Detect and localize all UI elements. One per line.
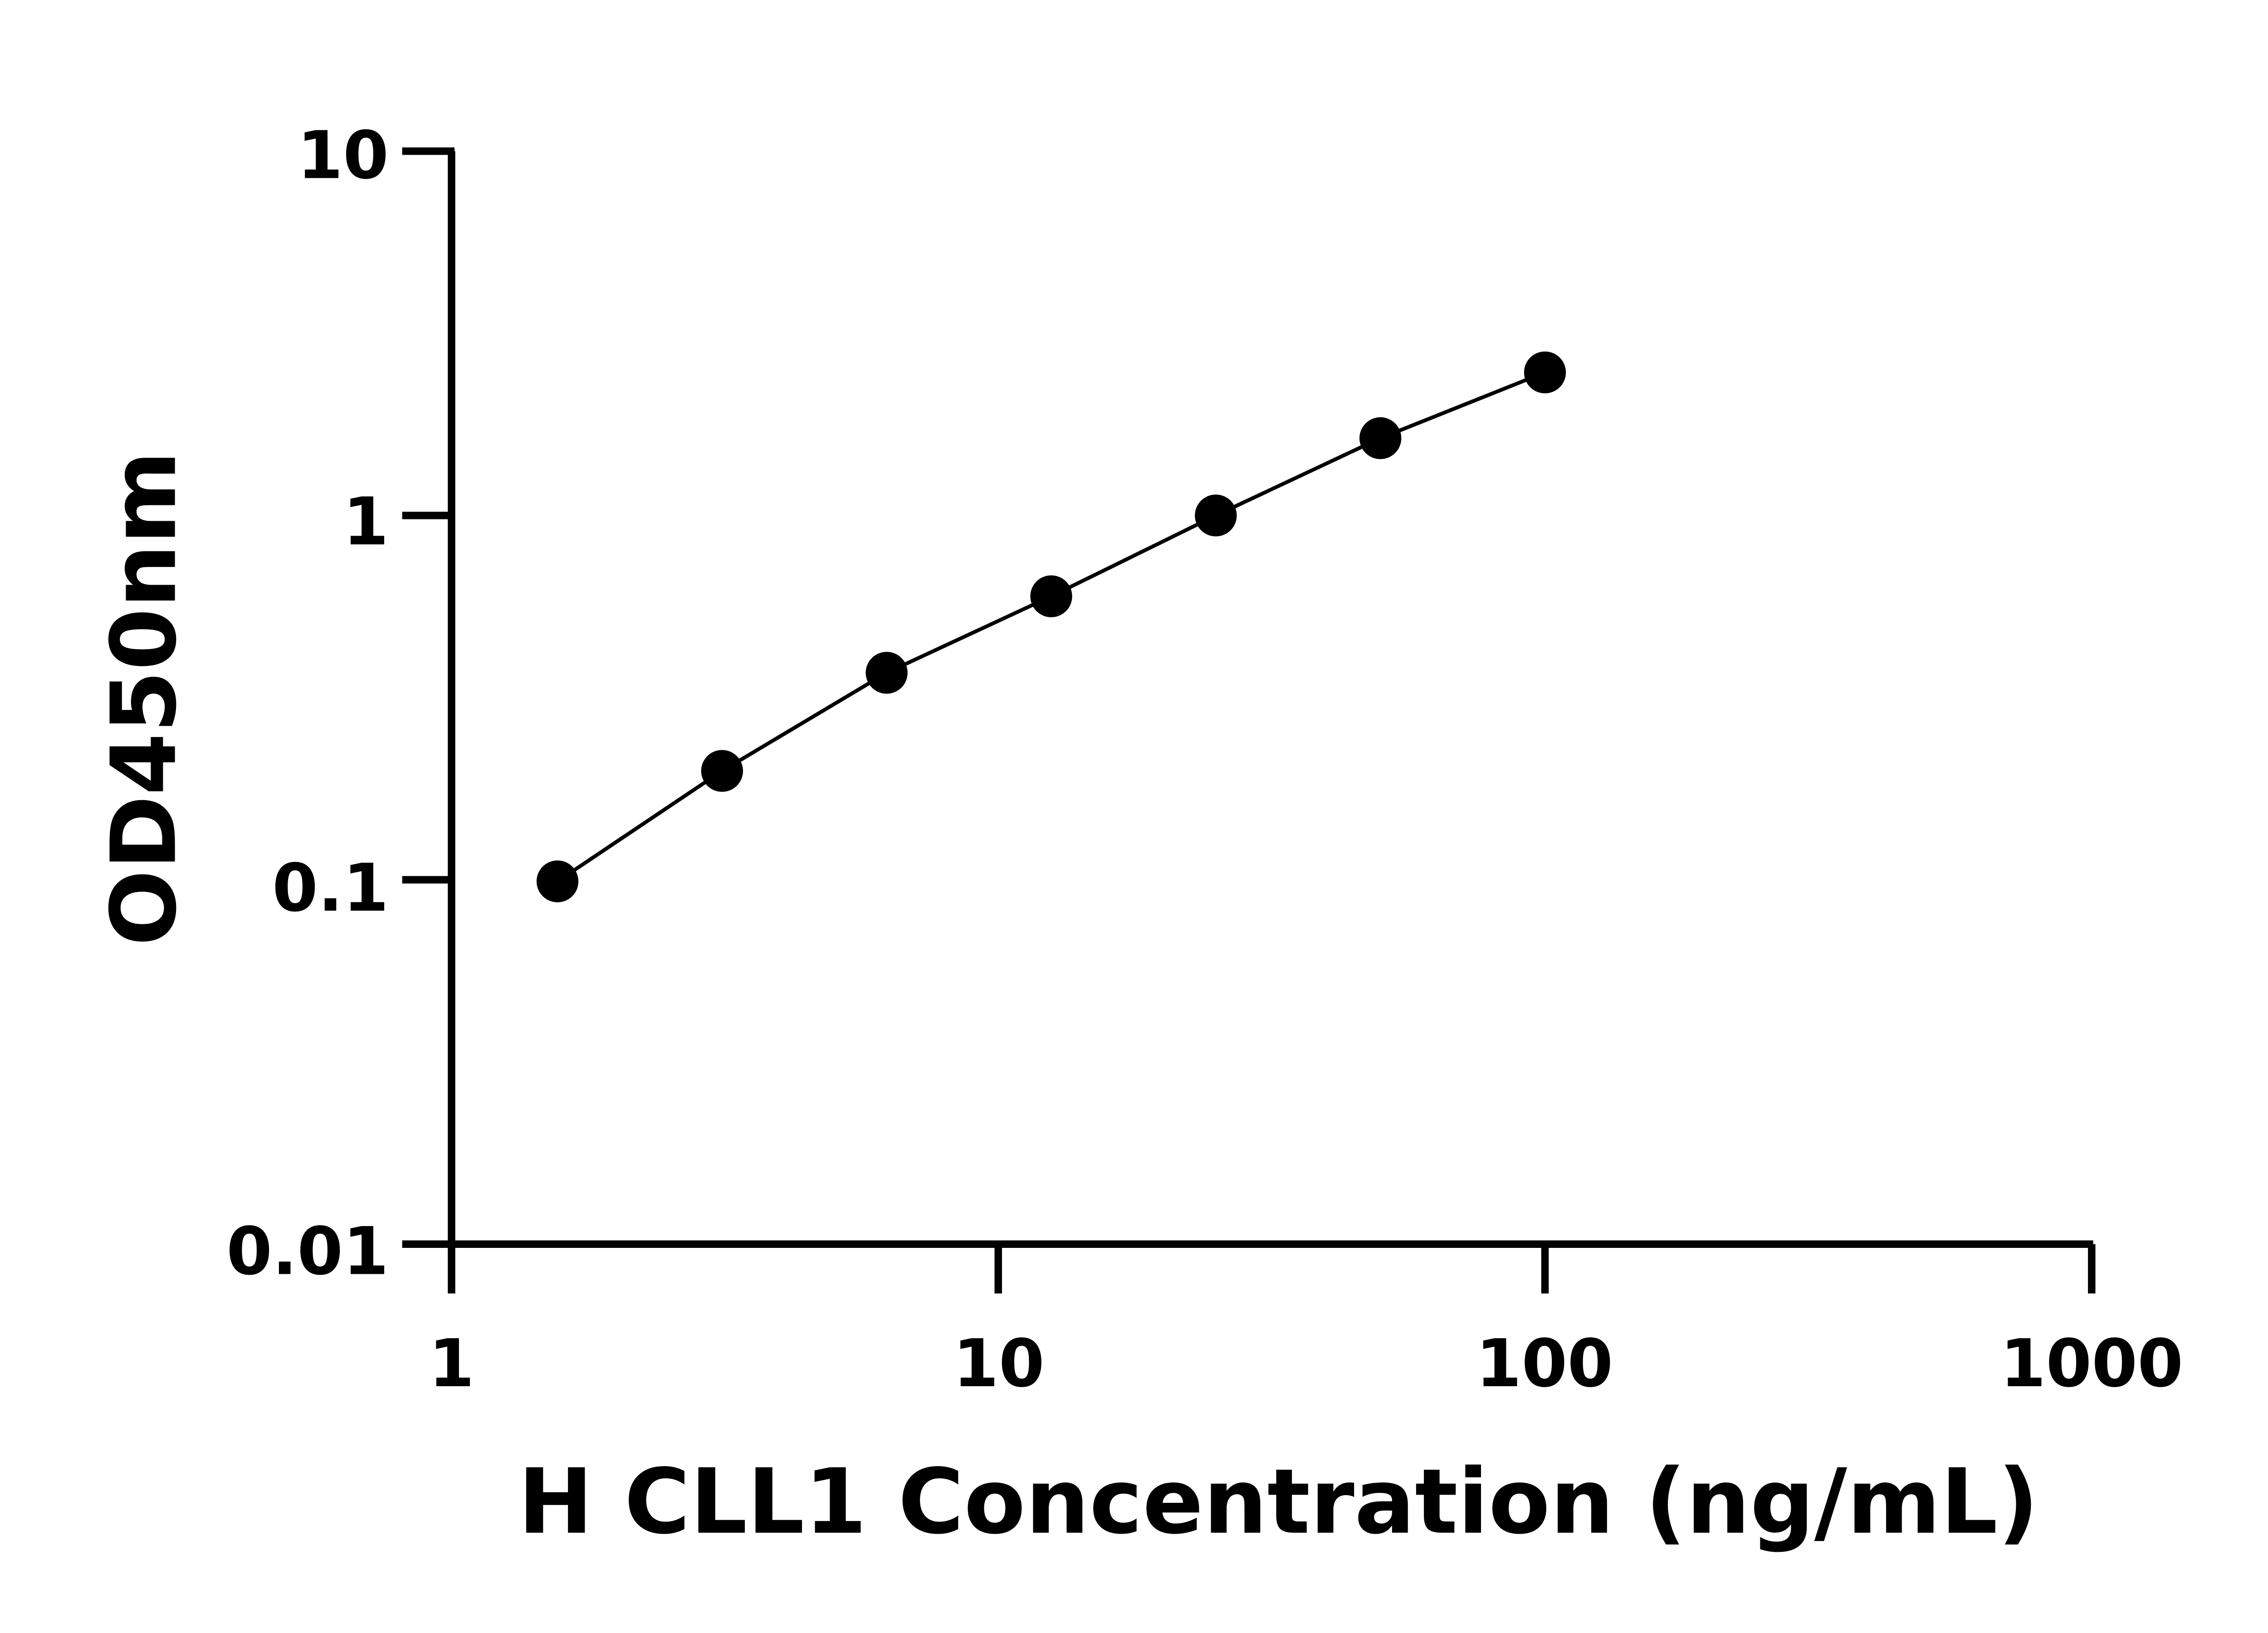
x-tick-label: 100 — [1476, 1325, 1613, 1402]
x-tick-label: 1 — [429, 1325, 474, 1402]
data-point — [865, 652, 908, 694]
x-axis-label: H CLL1 Concentration (ng/mL) — [518, 1449, 2038, 1554]
plot-area — [536, 351, 1566, 903]
y-tick-label: 0.01 — [226, 1213, 389, 1290]
x-tick-label: 1000 — [2000, 1325, 2184, 1402]
y-tick-label: 10 — [297, 117, 389, 194]
y-tick-label: 1 — [343, 484, 389, 560]
data-point — [1524, 351, 1566, 394]
data-point — [701, 750, 743, 792]
data-point — [1195, 494, 1237, 537]
axes — [402, 147, 2096, 1294]
y-axis-label: OD450nm — [92, 451, 196, 946]
tick-labels: 1 10 100 1000 0.01 0.1 1 10 — [226, 117, 2183, 1402]
x-tick-label: 10 — [953, 1325, 1045, 1402]
y-tick-label: 0.1 — [272, 850, 389, 927]
data-point — [1359, 417, 1402, 460]
data-point — [536, 860, 579, 903]
data-point — [1030, 575, 1072, 617]
